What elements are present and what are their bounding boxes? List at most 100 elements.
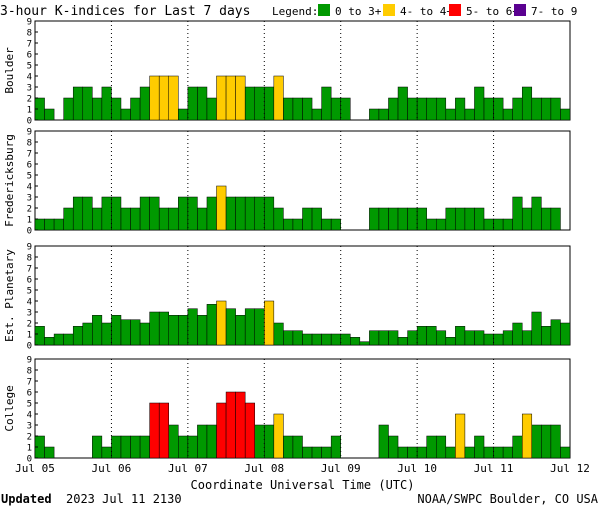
kp-bar [225,196,236,231]
kp-bar [426,326,437,346]
kp-bar [225,391,236,459]
kp-bar [416,207,427,231]
kp-bar [72,326,84,346]
y-tick-label: 6 [27,51,32,61]
kp-bar [254,86,265,121]
panel-name: Fredericksburg [3,134,16,227]
kp-bar [187,86,198,121]
kp-bar [369,207,380,231]
x-tick-label: Jul 11 [474,462,514,475]
kp-bar [436,435,447,459]
kp-bar [502,108,513,121]
legend-swatch [514,4,526,16]
kp-bar [302,97,313,121]
kp-bar [283,97,294,121]
y-tick-label: 3 [27,84,32,94]
kp-bar [139,196,150,231]
kp-bar [541,97,552,121]
y-tick-label: 0 [27,455,32,465]
kp-bar [397,86,408,121]
kp-bar [178,315,189,346]
kp-bar [283,218,294,231]
kp-bar [369,330,380,346]
kp-bar [388,330,399,346]
y-tick-label: 1 [27,216,32,226]
kp-bar [292,435,303,459]
kp-bar [101,446,112,459]
legend-swatch [318,4,330,16]
kp-bar [464,330,475,346]
kp-bar [426,435,437,459]
kp-bar [388,97,399,121]
kp-bar [474,330,485,346]
kp-bar [206,304,217,346]
x-tick-label: Jul 08 [244,462,284,475]
kp-bar [168,207,179,231]
kp-bar [436,218,447,231]
x-tick-label: Jul 12 [550,462,590,475]
kp-bar [216,75,227,121]
y-tick-label: 6 [27,389,32,399]
kp-bar [72,86,84,121]
y-tick-label: 5 [27,287,32,297]
kp-bar [292,97,303,121]
kp-bar [216,300,227,346]
kp-bar [474,435,485,459]
kp-bar [502,218,513,231]
kp-bar [521,207,533,231]
kp-bar [521,86,533,121]
kp-bar [264,300,275,346]
kp-bar [330,435,341,459]
y-tick-label: 9 [27,356,32,366]
kp-bar [92,315,103,346]
kp-bar [283,330,294,346]
kp-bar [197,424,208,459]
y-tick-label: 0 [27,227,32,237]
y-tick-label: 2 [27,95,32,105]
kp-bar [502,330,513,346]
kp-bar [464,108,475,121]
y-tick-label: 8 [27,139,32,149]
kp-bar [445,108,456,121]
kp-bar [72,196,84,231]
kp-bar [158,207,169,231]
x-tick-label: Jul 10 [397,462,437,475]
y-tick-label: 7 [27,40,32,50]
kp-bar [445,337,456,346]
kp-bar [235,391,246,459]
kp-bar [244,86,255,121]
legend-item-label: 0 to 3+ [335,5,382,18]
chart-title: 3-hour K-indices for Last 7 days [0,4,250,19]
legend-swatch [383,4,395,16]
y-tick-label: 6 [27,161,32,171]
kp-bar [407,446,418,459]
kp-bar [264,86,275,121]
kp-bar [311,207,322,231]
kp-bar [158,75,169,121]
kp-bar [139,435,150,459]
kp-bar [426,218,437,231]
kp-bar [302,333,313,346]
kp-bar [244,402,255,459]
kp-bar [321,446,332,459]
kp-bar [340,97,351,121]
kp-bar [330,97,341,121]
kp-bar [560,446,571,459]
kp-bar [340,333,351,346]
kp-bar [311,446,322,459]
kp-bar [397,446,408,459]
y-tick-label: 8 [27,29,32,39]
kp-bar [483,97,494,121]
y-tick-label: 8 [27,367,32,377]
kp-bar [369,108,380,121]
kp-bar [92,207,103,231]
kp-bar [197,86,208,121]
kp-bar [187,196,198,231]
y-tick-label: 6 [27,276,32,286]
kp-bar [187,308,198,346]
kp-bar [502,446,513,459]
kp-bar [53,218,64,231]
kp-bar [550,97,561,121]
kp-bar [350,337,361,346]
kp-bar [82,322,93,346]
